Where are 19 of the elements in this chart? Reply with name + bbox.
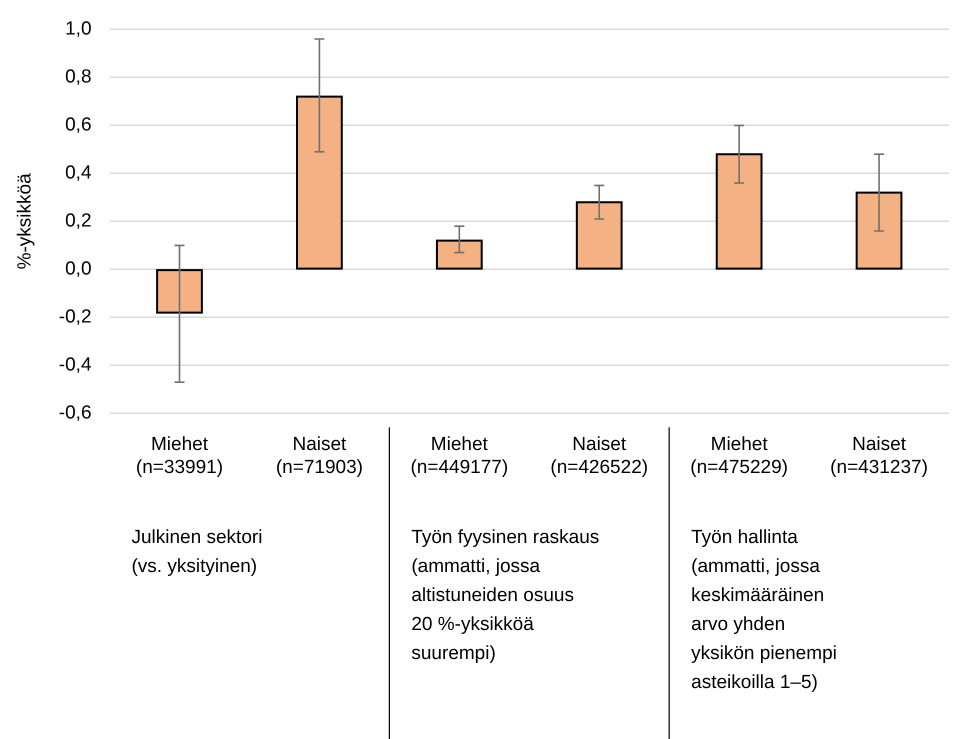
- y-tick-label: 1,0: [65, 18, 92, 40]
- x-tick-label: Miehet (n=449177): [410, 434, 508, 478]
- x-tick-label: Naiset (n=71903): [276, 434, 363, 478]
- y-tick-label: 0,4: [65, 162, 92, 184]
- y-tick-label: -0,4: [58, 354, 92, 376]
- x-tick-label: Miehet (n=475229): [690, 434, 788, 478]
- y-tick-label: 0,0: [65, 258, 92, 280]
- text: Työn fyysinen raskaus (ammatti, jossa altistuneiden osuus 20 %-yksikköä suurempi): [411, 526, 600, 666]
- text: Työn hallinta (ammatti, jossa keskimääräinen arvo yhden yksikön pienempi asteikoilla 1–5): [691, 526, 837, 696]
- x-tick-label: Miehet (n=33991): [136, 434, 224, 478]
- y-tick-label: -0,2: [58, 306, 92, 328]
- y-tick-label: 0,6: [65, 114, 92, 136]
- y-axis-title: %-yksikköä: [14, 172, 36, 270]
- y-tick-label: 0,8: [65, 66, 92, 88]
- x-tick-label: Naiset (n=426522): [550, 434, 648, 478]
- text: Julkinen sektori (vs. yksityinen): [131, 526, 262, 580]
- y-tick-label: 0,2: [65, 210, 92, 232]
- y-tick-label: -0,6: [58, 402, 92, 424]
- x-tick-label: Naiset (n=431237): [830, 434, 928, 478]
